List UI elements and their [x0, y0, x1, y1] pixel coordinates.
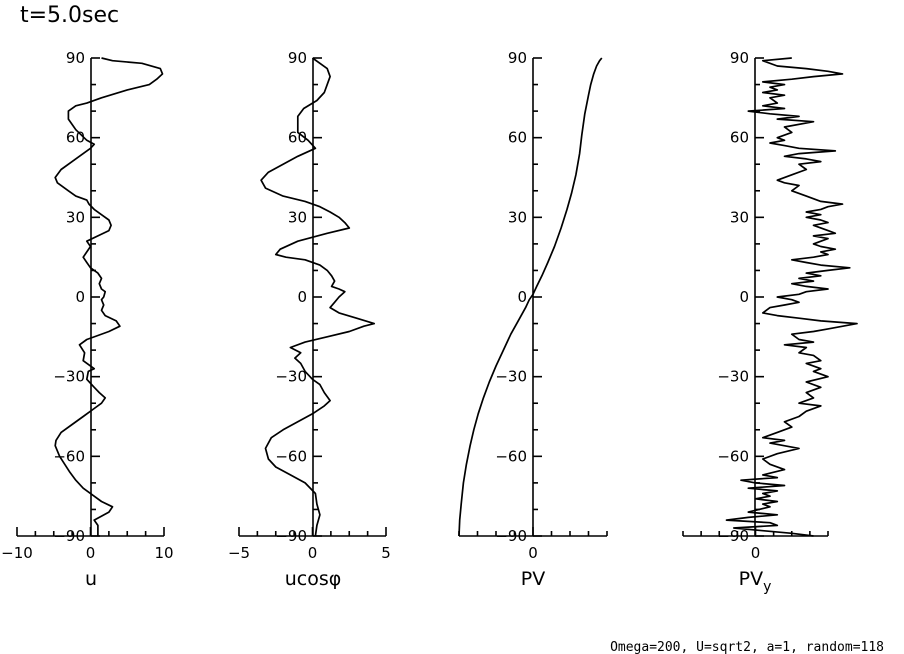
y-tick-label: 30 — [730, 208, 749, 226]
footer-parameters: Omega=200, U=sqrt2, a=1, random=118 — [610, 640, 884, 654]
x-tick-label: 5 — [381, 544, 391, 562]
y-tick-label: 90 — [508, 49, 527, 67]
x-axis-label: ucosφ — [285, 568, 342, 590]
y-tick-label: 0 — [517, 288, 527, 306]
y-tick-label: 90 — [730, 49, 749, 67]
y-tick-label: −60 — [495, 447, 527, 465]
series-line — [725, 57, 858, 537]
y-tick-label: 90 — [288, 49, 307, 67]
chart-title: t=5.0sec — [20, 3, 119, 28]
y-tick-label: −30 — [53, 368, 85, 386]
x-tick-label: −10 — [1, 544, 33, 562]
x-axis-label-subscript: y — [763, 579, 771, 595]
series-line — [458, 57, 603, 537]
y-tick-label: 90 — [66, 49, 85, 67]
y-tick-label: −30 — [717, 368, 749, 386]
y-tick-label: 0 — [739, 288, 749, 306]
panel-ucosphi: −5 0 5 −90 −60 −30 0 30 60 90 ucosφ — [228, 49, 391, 590]
y-tick-label: −90 — [495, 527, 527, 545]
y-tick-label: 60 — [508, 129, 527, 147]
y-tick-label: −60 — [53, 447, 85, 465]
y-tick-label: 30 — [508, 208, 527, 226]
x-tick-label: 10 — [154, 544, 173, 562]
series-line — [54, 57, 164, 536]
x-tick-label: 0 — [528, 544, 538, 562]
x-tick-label: −5 — [228, 544, 250, 562]
y-tick-label: −30 — [275, 368, 307, 386]
y-tick-label: −90 — [275, 527, 307, 545]
series-line — [260, 57, 376, 537]
y-tick-label: −60 — [275, 447, 307, 465]
y-tick-label: −30 — [495, 368, 527, 386]
y-tick-label: 60 — [730, 129, 749, 147]
x-axis-label: PV — [521, 568, 545, 590]
y-tick-label: 60 — [288, 129, 307, 147]
y-tick-label: 0 — [75, 288, 85, 306]
x-tick-label: 0 — [86, 544, 96, 562]
y-tick-label: −60 — [717, 447, 749, 465]
x-tick-label: 0 — [751, 544, 761, 562]
y-tick-label: 30 — [288, 208, 307, 226]
y-tick-label: 30 — [66, 208, 85, 226]
x-axis-label: u — [85, 568, 97, 590]
x-tick-label: 0 — [308, 544, 318, 562]
y-tick-label: −90 — [717, 527, 749, 545]
panel-u: −10 0 10 −90 −60 −30 0 30 60 90 u — [1, 49, 173, 590]
y-tick-label: 60 — [66, 129, 85, 147]
y-tick-label: −90 — [53, 527, 85, 545]
y-tick-label: 0 — [297, 288, 307, 306]
x-axis-label: PVy — [739, 568, 772, 595]
